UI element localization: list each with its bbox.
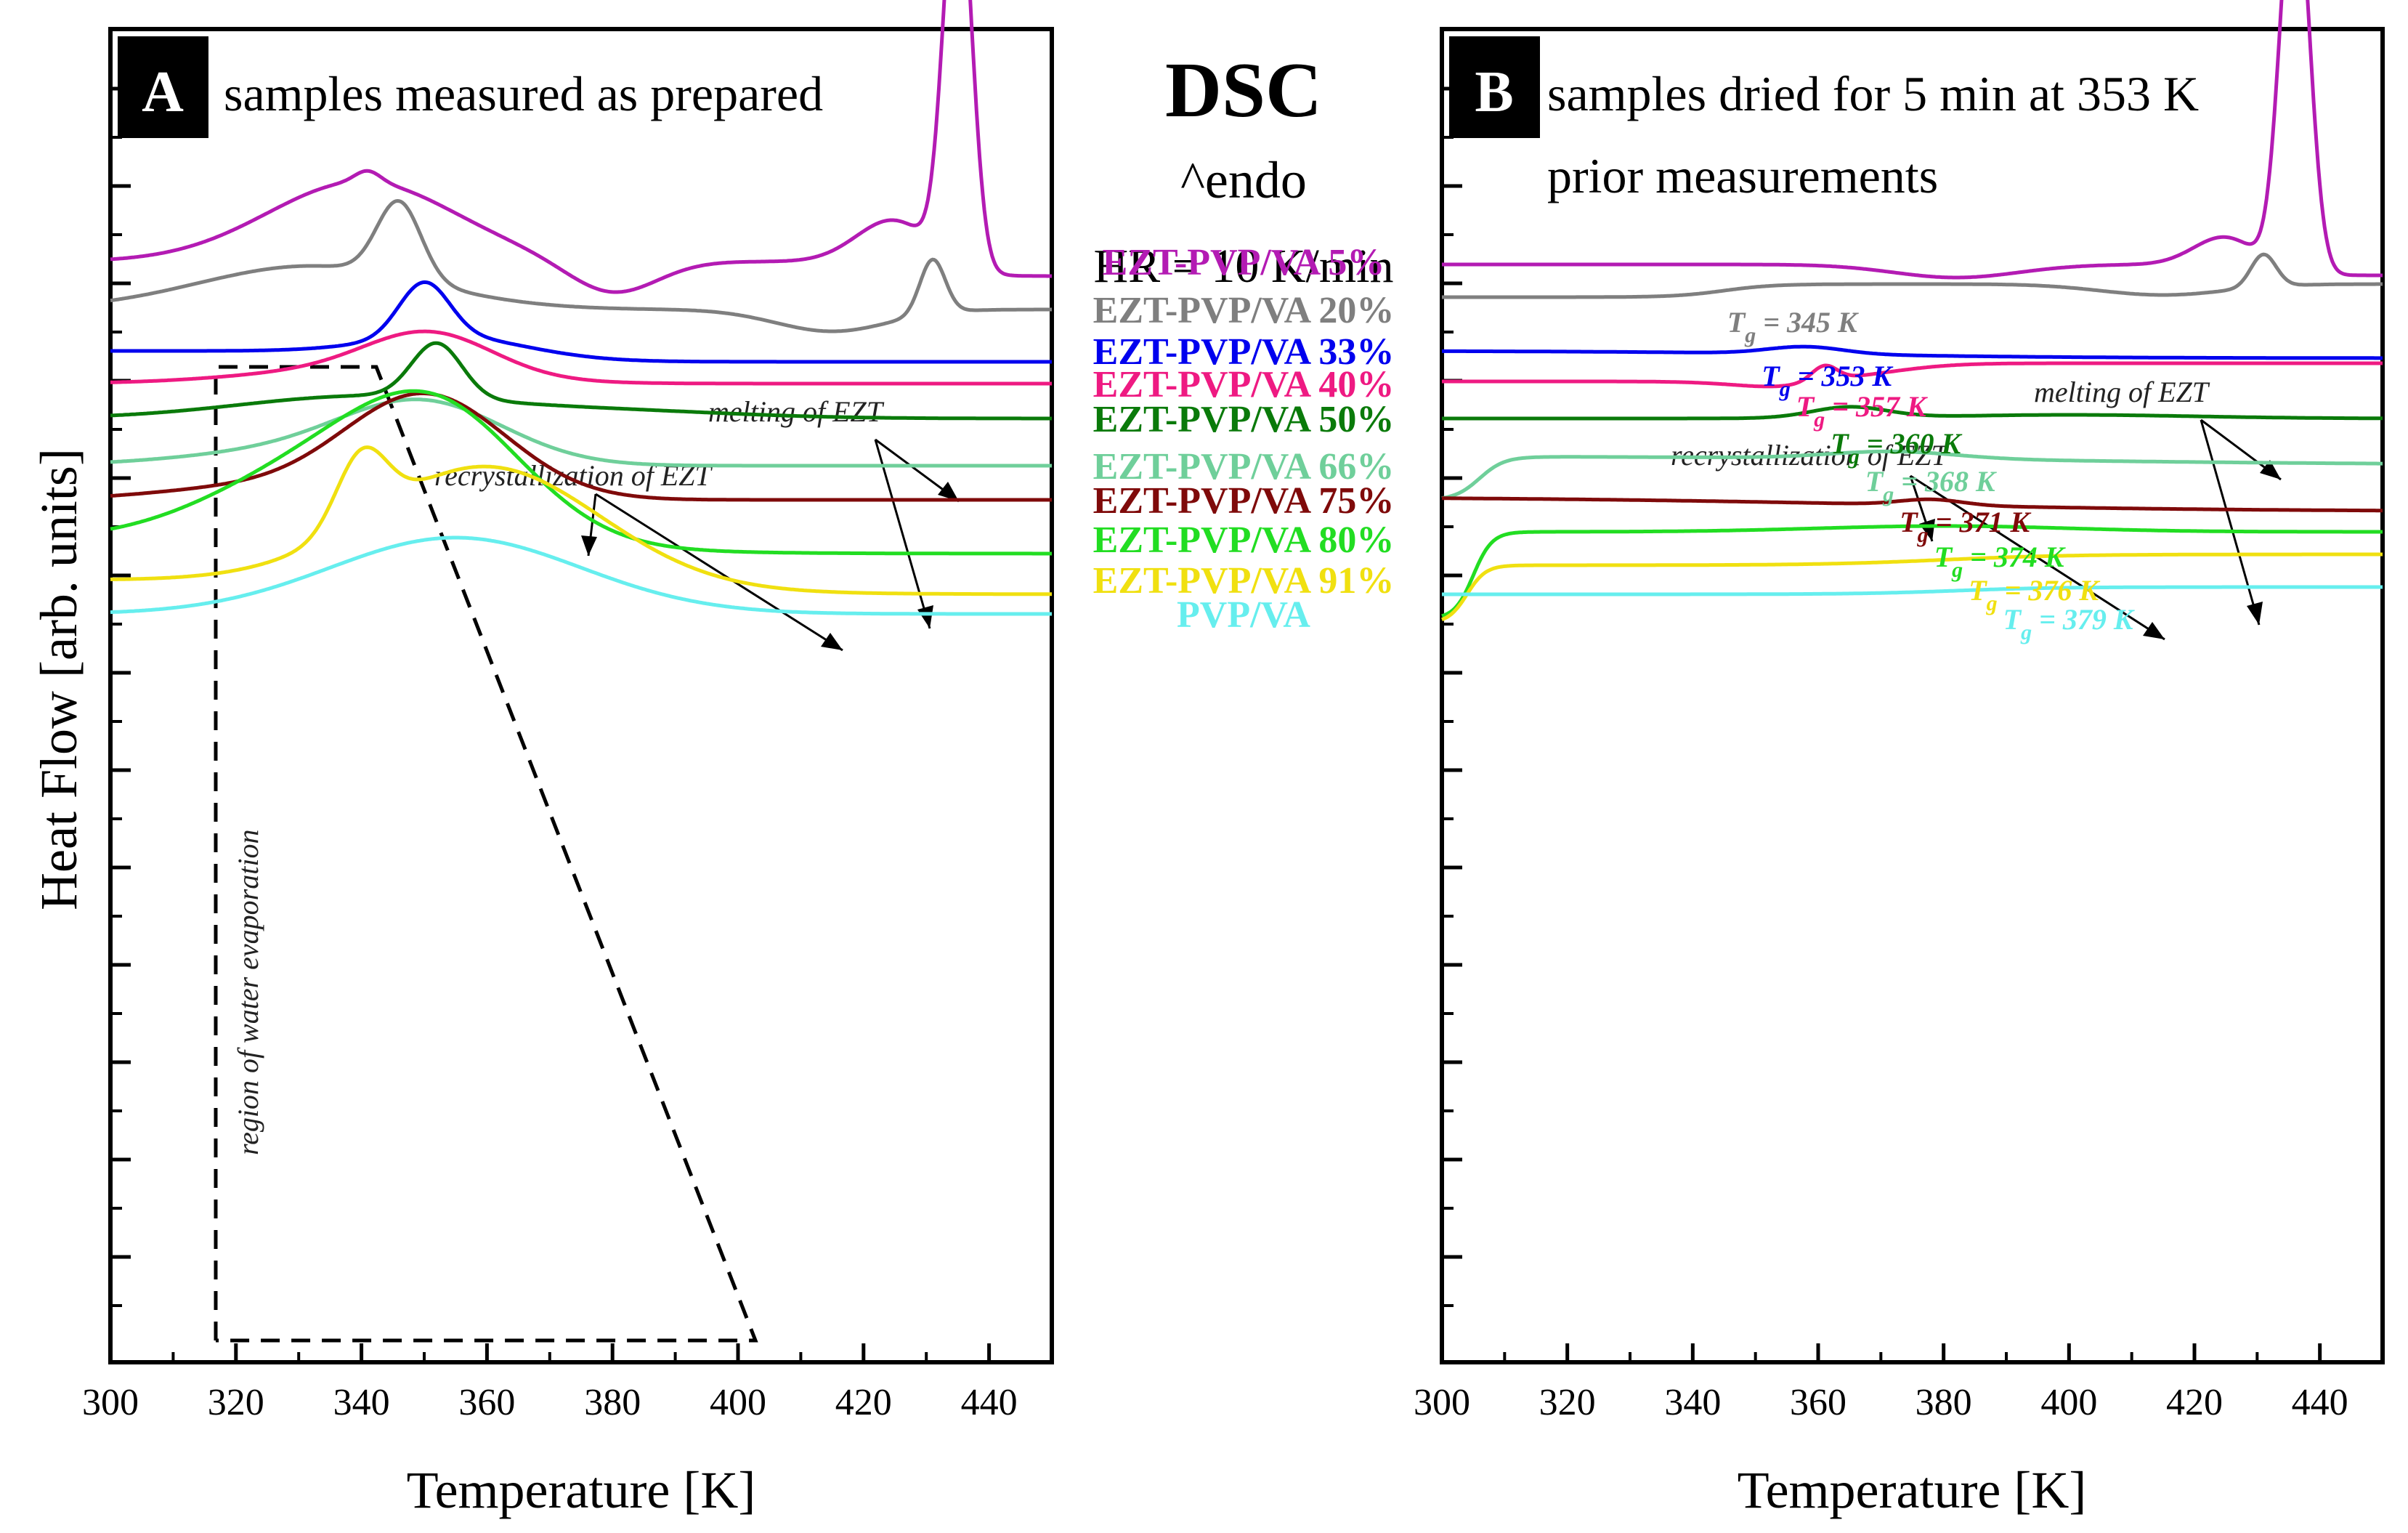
series-line xyxy=(1442,405,2383,421)
panel-a-melt-arrow-2 xyxy=(874,439,931,629)
legend-label: EZT-PVP/VA 66% xyxy=(1093,446,1395,488)
panel-a-frame xyxy=(108,27,1054,1364)
panel-b-melt-arrowhead-1 xyxy=(2260,460,2281,480)
panel-b-title-line2: prior measurements xyxy=(1547,148,1938,203)
y-axis-title: Heat Flow [arb. units] xyxy=(30,448,88,910)
series-line xyxy=(1442,361,2383,389)
x-tick-label: 400 xyxy=(2040,1382,2097,1423)
panel-a-badge xyxy=(118,36,208,138)
series-line xyxy=(110,329,1052,386)
x-tick-label: 320 xyxy=(208,1382,264,1423)
water-evaporation-region xyxy=(214,365,758,1343)
x-tick-label: 340 xyxy=(333,1382,390,1423)
x-tick-label: 340 xyxy=(1664,1382,1721,1423)
series-line xyxy=(1441,524,2383,618)
chart-title: DSC xyxy=(1165,47,1322,134)
series-line xyxy=(110,397,1052,468)
legend-label: EZT-PVP/VA 20% xyxy=(1093,290,1395,331)
legend-label: EZT-PVP/VA 33% xyxy=(1093,331,1395,373)
series-line xyxy=(1441,552,2383,622)
series-line xyxy=(1441,449,2383,501)
x-tick-label: 360 xyxy=(1790,1382,1846,1423)
series-line xyxy=(110,280,1052,364)
series-line xyxy=(110,392,1052,502)
panel-a-recryst-arrowhead-1 xyxy=(581,535,597,556)
heating-rate: HR = 10 K/min xyxy=(1093,240,1393,293)
panel-a-melt-arrowhead-2 xyxy=(917,605,933,628)
panel-a-x-axis-title: Temperature [K] xyxy=(407,1461,756,1519)
series-line xyxy=(1442,252,2383,299)
legend-label: EZT-PVP/VA 91% xyxy=(1093,560,1395,602)
panel-b-melt-arrow-2 xyxy=(2200,419,2261,626)
tg-label: Tg = 379 K xyxy=(2003,603,2135,644)
series-line xyxy=(1442,496,2383,513)
legend-label: EZT-PVP/VA 50% xyxy=(1093,399,1395,440)
endo-indicator: ^endo xyxy=(1180,151,1307,209)
series-line xyxy=(110,445,1052,596)
series-line xyxy=(1442,585,2383,596)
x-tick-label: 400 xyxy=(710,1382,766,1423)
panel-a-title: samples measured as prepared xyxy=(224,66,823,121)
tg-label: Tg = 360 K xyxy=(1831,427,1962,469)
series-line xyxy=(1442,0,2383,280)
tg-label: Tg = 357 K xyxy=(1796,390,1928,432)
x-tick-label: 380 xyxy=(1916,1382,1972,1423)
panel-b-badge xyxy=(1449,36,1540,138)
panel-a-melting-label: melting of EZT xyxy=(708,395,885,428)
series-line xyxy=(110,389,1052,556)
tg-label: Tg = 368 K xyxy=(1865,465,1997,506)
x-tick-label: 440 xyxy=(2292,1382,2348,1423)
panel-b-recryst-arrowhead-2 xyxy=(2143,622,2165,639)
series-line xyxy=(110,0,1052,294)
tg-label: Tg = 376 K xyxy=(1969,574,2100,615)
legend-label: EZT-PVP/VA 5% xyxy=(1103,242,1385,283)
panel-a-letter: A xyxy=(142,60,184,124)
panel-a-melt-arrowhead-1 xyxy=(938,482,959,501)
x-tick-label: 380 xyxy=(584,1382,641,1423)
panel-b-melt-arrowhead-2 xyxy=(2247,602,2263,625)
tg-label: Tg = 374 K xyxy=(1934,541,2066,582)
panel-a-water-label: region of water evaporation xyxy=(232,830,264,1155)
tg-label: Tg = 345 K xyxy=(1727,306,1859,347)
series-line xyxy=(110,535,1052,616)
panel-b-x-axis-title: Temperature [K] xyxy=(1738,1461,2087,1519)
tg-label: Tg = 353 K xyxy=(1762,360,1893,401)
x-tick-label: 300 xyxy=(82,1382,139,1423)
panel-b-melting-label: melting of EZT xyxy=(2034,376,2210,408)
x-tick-label: 320 xyxy=(1539,1382,1596,1423)
tg-label: Tg = 371 K xyxy=(1900,506,2031,547)
legend-label: EZT-PVP/VA 75% xyxy=(1093,480,1395,522)
series-line xyxy=(1442,344,2383,360)
x-tick-label: 420 xyxy=(835,1382,892,1423)
x-tick-label: 360 xyxy=(458,1382,515,1423)
panel-a-recryst-arrow-2 xyxy=(595,493,843,652)
legend-label: PVP/VA xyxy=(1177,594,1310,636)
legend-label: EZT-PVP/VA 80% xyxy=(1093,519,1395,561)
panel-b-frame xyxy=(1440,27,2385,1364)
panel-b-letter: B xyxy=(1475,60,1513,124)
panel-a-recryst-arrowhead-2 xyxy=(821,633,843,650)
x-tick-label: 440 xyxy=(961,1382,1018,1423)
series-line xyxy=(110,198,1052,333)
legend-label: EZT-PVP/VA 40% xyxy=(1093,364,1395,405)
series-line xyxy=(110,341,1052,421)
panel-b-title: samples dried for 5 min at 353 K xyxy=(1547,66,2199,121)
x-tick-label: 420 xyxy=(2166,1382,2223,1423)
x-tick-label: 300 xyxy=(1414,1382,1470,1423)
